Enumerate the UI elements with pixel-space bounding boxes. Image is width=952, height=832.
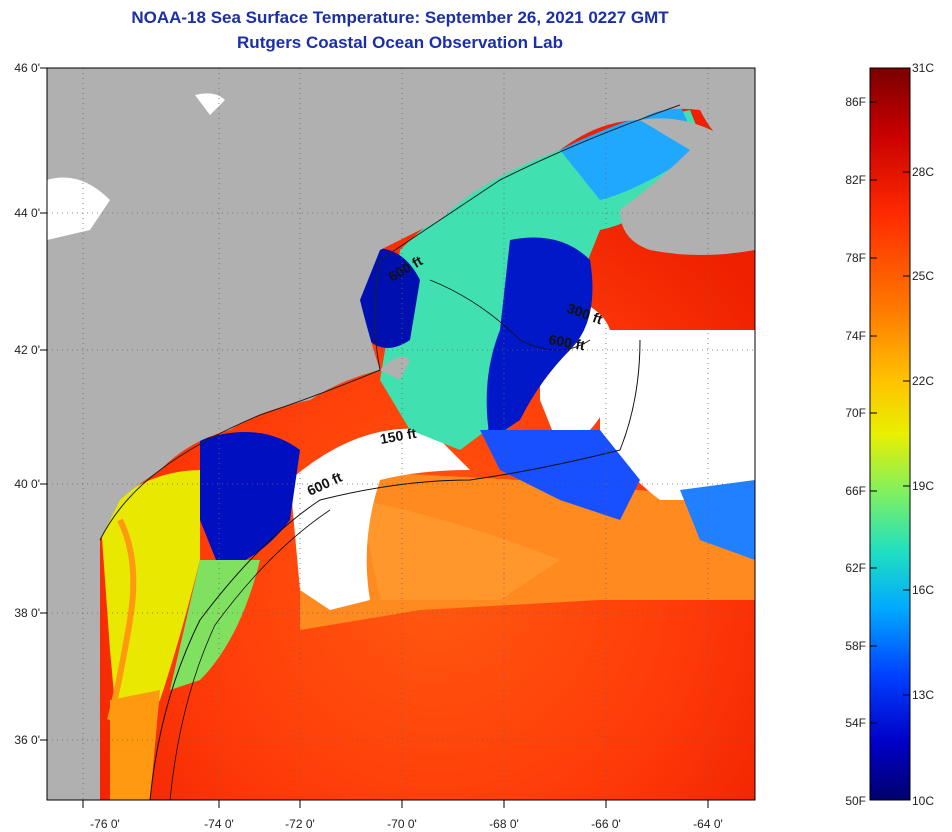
lat-tick-label: 44 0' [14, 206, 40, 220]
lon-tick-label: -76 0' [90, 817, 120, 831]
colorbar-f-label: 50F [845, 794, 866, 808]
colorbar-c-label: 25C [912, 269, 935, 283]
colorbar-f-label: 54F [845, 716, 866, 730]
lon-tick-label: -72 0' [285, 817, 315, 831]
cloud-bank [290, 428, 470, 610]
coastal-water [100, 470, 200, 760]
colorbar-c-label: 16C [912, 583, 935, 597]
colorbar-f-label: 58F [845, 639, 866, 653]
colorbar-c-label: 28C [912, 165, 935, 179]
colorbar-f-label: 82F [845, 173, 866, 187]
colorbar-f-label: 66F [845, 484, 866, 498]
lon-tick-label: -66 0' [591, 817, 621, 831]
cold-water [486, 237, 593, 440]
grid [47, 68, 755, 800]
colorbar-f-label: 62F [845, 561, 866, 575]
colorbar-c-label: 10C [912, 794, 935, 808]
map-area: 600 ft 300 ft 600 ft 150 ft 600 ft [47, 68, 755, 800]
lon-tick-label: -68 0' [489, 817, 519, 831]
lat-tick-label: 40 0' [14, 477, 40, 491]
lon-tick-label: -64 0' [693, 817, 723, 831]
colorbar-c-label: 31C [912, 61, 935, 75]
lat-tick-label: 38 0' [14, 606, 40, 620]
depth-contour [149, 339, 641, 800]
map-subtitle: Rutgers Coastal Ocean Observation Lab [237, 33, 563, 52]
contour-label: 600 ft [547, 331, 586, 353]
lat-tick-label: 42 0' [14, 343, 40, 357]
contour-label: 150 ft [379, 425, 418, 447]
lat-tick-label: 46 0' [14, 61, 40, 75]
colorbar-c-label: 22C [912, 374, 935, 388]
colorbar-f-label: 86F [845, 95, 866, 109]
axis-ticks [40, 67, 709, 808]
colorbar-f-label: 78F [845, 251, 866, 265]
land-cloud [47, 177, 110, 240]
colorbar-c-label: 19C [912, 479, 935, 493]
colorbar-f-label: 74F [845, 329, 866, 343]
map-title: NOAA-18 Sea Surface Temperature: Septemb… [131, 8, 669, 27]
map-frame [46, 67, 756, 801]
lat-tick-label: 36 0' [14, 733, 40, 747]
lon-tick-label: -74 0' [204, 817, 234, 831]
colorbar-ticks [870, 67, 910, 724]
lon-tick-label: -70 0' [387, 817, 417, 831]
colorbar [869, 67, 911, 801]
land [47, 68, 755, 800]
colorbar-c-label: 13C [912, 688, 935, 702]
colorbar-f-label: 70F [845, 406, 866, 420]
